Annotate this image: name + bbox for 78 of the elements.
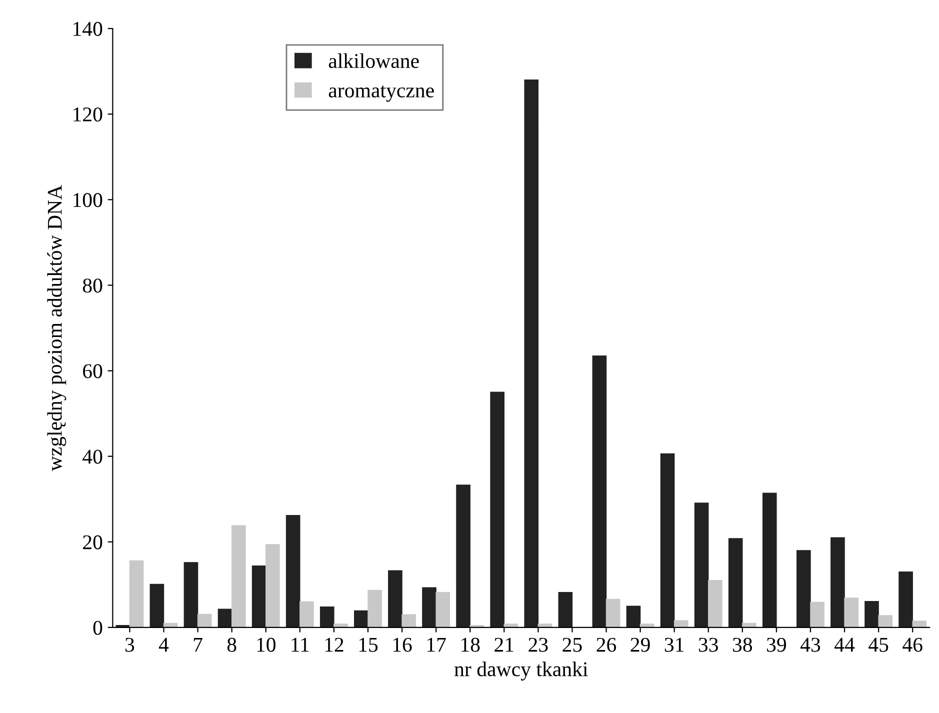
bar (354, 610, 368, 628)
y-tick-label: 100 (74, 193, 102, 208)
bar (912, 620, 927, 628)
bar (368, 590, 382, 628)
y-tick-label: 60 (83, 364, 102, 378)
bar (694, 502, 709, 628)
bar (490, 392, 504, 628)
y-tick-label: 120 (74, 107, 102, 122)
bar (844, 598, 858, 628)
x-tick-label: 10 (257, 638, 276, 652)
x-tick-label: 38 (732, 638, 752, 652)
bar (197, 614, 212, 628)
y-tick-label: 20 (83, 535, 102, 550)
bar (422, 587, 436, 628)
y-tick-label: 0 (93, 620, 102, 635)
bar (231, 525, 246, 628)
bar (830, 537, 845, 628)
x-tick-label: 18 (462, 638, 480, 652)
bar (708, 580, 722, 628)
x-tick-label: 17 (427, 638, 446, 652)
x-tick-label: 16 (393, 638, 412, 652)
x-tick-label: 23 (528, 638, 548, 652)
bar (626, 606, 641, 628)
x-tick-label: 7 (194, 638, 202, 652)
bar (640, 624, 654, 628)
bar (898, 571, 913, 628)
bar (436, 592, 450, 628)
bar (184, 562, 198, 628)
x-tick-label: 26 (596, 638, 616, 652)
bar (402, 614, 416, 628)
bar (810, 602, 824, 628)
y-axis-title: względny poziom adduktów DNA (47, 184, 66, 472)
bar (864, 600, 879, 628)
x-tick-label: 46 (902, 638, 922, 652)
bar (320, 606, 334, 628)
bar (300, 601, 314, 628)
x-tick-label: 43 (800, 638, 820, 652)
bar (524, 80, 539, 628)
bar (334, 624, 348, 628)
bar (796, 550, 811, 628)
bar (388, 570, 402, 628)
x-tick-label: 8 (227, 638, 236, 652)
legend-label: alkilowane (328, 53, 419, 68)
bar (558, 592, 573, 628)
y-tick-label: 80 (82, 278, 102, 293)
x-tick-label: 3 (125, 638, 134, 652)
bar (660, 453, 675, 628)
x-tick-label: 31 (664, 638, 684, 652)
x-tick-label: 15 (359, 638, 378, 652)
bar (252, 565, 266, 628)
bar (592, 355, 607, 628)
x-tick-label: 21 (494, 638, 514, 652)
bar (218, 608, 232, 628)
bar (150, 584, 164, 628)
y-tick-label: 40 (82, 450, 102, 464)
x-tick-label: 11 (292, 638, 309, 652)
x-tick-label: 39 (767, 638, 786, 652)
bar (129, 560, 144, 628)
legend-label: aromatyczne (328, 86, 434, 102)
x-tick-label: 25 (562, 638, 582, 652)
bar (456, 484, 470, 628)
x-tick-label: 12 (325, 638, 344, 652)
x-tick-label: 29 (630, 638, 650, 652)
x-tick-label: 4 (158, 638, 169, 652)
bar (878, 615, 893, 628)
x-tick-label: 44 (834, 638, 855, 652)
x-tick-label: 45 (868, 638, 888, 652)
bar (538, 624, 552, 628)
x-tick-label: 33 (698, 638, 718, 652)
bar (504, 624, 518, 628)
bar (266, 544, 280, 628)
bar (286, 515, 300, 628)
bar (674, 620, 688, 628)
x-axis-title: nr dawcy tkanki (454, 662, 588, 681)
y-tick-label: 140 (74, 22, 102, 36)
bar (728, 538, 743, 628)
bar (606, 598, 620, 628)
bar (762, 492, 777, 628)
